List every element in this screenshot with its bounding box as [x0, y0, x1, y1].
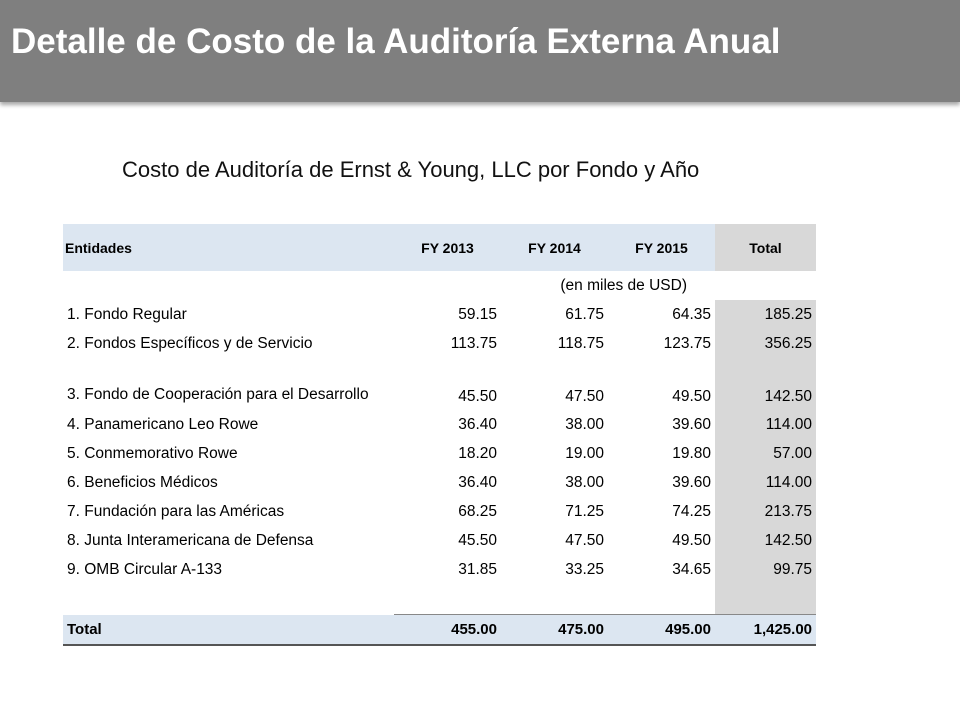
value-fy2014: 61.75	[565, 305, 604, 323]
value-fy2015: 123.75	[663, 334, 711, 352]
row-name: 1. Fondo Regular	[67, 305, 187, 323]
column-header-fy2013: FY 2013	[394, 224, 501, 271]
total-fy2015: 495.00	[608, 614, 715, 646]
table-row: 8. Junta Interamericana de Defensa 45.50 4…	[63, 526, 816, 555]
spacer-row	[63, 584, 816, 615]
value-fy2014: 47.50	[565, 388, 604, 405]
value-fy2013: 31.85	[458, 560, 497, 578]
value-total: 99.75	[715, 555, 816, 584]
value-total: 142.50	[715, 526, 816, 555]
value-fy2015: 64.35	[672, 305, 711, 323]
value-fy2014: 38.00	[565, 473, 604, 491]
row-name: 7. Fundación para las Américas	[67, 502, 285, 520]
value-fy2013: 59.15	[458, 305, 497, 323]
value-fy2013: 36.40	[458, 473, 497, 491]
row-name: 5. Conmemorativo Rowe	[67, 444, 238, 462]
table-row: 1. Fondo Regular 59.15 61.75 64.35 185.25	[63, 300, 816, 329]
row-name: 2. Fondos Específicos y de Servicio	[67, 334, 313, 352]
row-name: 6. Beneficios Médicos	[67, 473, 218, 491]
value-total: 114.00	[715, 468, 816, 497]
table-header-row: Entidades FY 2013 FY 2014 FY 2015 Total	[63, 224, 816, 271]
value-fy2015: 49.50	[672, 531, 711, 549]
row-name: 8. Junta Interamericana de Defensa	[67, 531, 314, 549]
value-total: 142.50	[715, 358, 816, 410]
total-fy2013: 455.00	[394, 614, 501, 646]
column-header-fy2014: FY 2014	[501, 224, 608, 271]
value-fy2013: 45.50	[458, 531, 497, 549]
row-name: 9. OMB Circular A-133	[67, 560, 223, 578]
value-fy2015: 19.80	[672, 444, 711, 462]
value-total: 213.75	[715, 497, 816, 526]
value-fy2014: 47.50	[565, 531, 604, 549]
value-fy2013: 36.40	[458, 415, 497, 433]
title-bar: Detalle de Costo de la Auditoría Externa…	[0, 0, 960, 102]
value-fy2014: 118.75	[557, 334, 604, 352]
value-fy2015: 49.50	[672, 388, 711, 405]
audit-cost-table: Entidades FY 2013 FY 2014 FY 2015 Total …	[63, 224, 816, 646]
total-label: Total	[63, 614, 394, 646]
value-total: 57.00	[715, 439, 816, 468]
table-row: 4. Panamericano Leo Rowe 36.40 38.00 39.60 1…	[63, 410, 816, 439]
value-fy2015: 39.60	[672, 473, 711, 491]
units-label: (en miles de USD)	[560, 276, 687, 294]
table-row: 7. Fundación para las Américas 68.25 71.25…	[63, 497, 816, 526]
units-row: (en miles de USD)	[63, 271, 816, 300]
total-fy2014: 475.00	[501, 614, 608, 646]
value-fy2015: 34.65	[672, 560, 711, 578]
value-total: 356.25	[715, 329, 816, 358]
table-row: 9. OMB Circular A-133 31.85 33.25 34.65 99.7…	[63, 555, 816, 584]
value-fy2014: 71.25	[565, 502, 604, 520]
table-row: 3. Fondo de Cooperación para el Desarrol…	[63, 358, 816, 410]
value-fy2014: 19.00	[565, 444, 604, 462]
value-fy2013: 45.50	[458, 388, 497, 405]
value-fy2015: 74.25	[672, 502, 711, 520]
column-header-fy2015: FY 2015	[608, 224, 715, 271]
value-total: 114.00	[715, 410, 816, 439]
table-row: 2. Fondos Específicos y de Servicio 113.7…	[63, 329, 816, 358]
column-header-total: Total	[715, 224, 816, 271]
total-row: Total 455.00 475.00 495.00 1,425.00	[63, 614, 816, 646]
value-fy2013: 18.20	[458, 444, 497, 462]
column-header-entidades: Entidades	[63, 224, 394, 271]
table-caption: Costo de Auditoría de Ernst & Young, LLC…	[122, 157, 700, 182]
row-name: 4. Panamericano Leo Rowe	[67, 415, 259, 433]
value-fy2014: 38.00	[565, 415, 604, 433]
page-title: Detalle de Costo de la Auditoría Externa…	[11, 22, 781, 61]
value-fy2014: 33.25	[565, 560, 604, 578]
table-row: 5. Conmemorativo Rowe 18.20 19.00 19.80 57.0…	[63, 439, 816, 468]
value-total: 185.25	[715, 300, 816, 329]
table-row: 6. Beneficios Médicos 36.40 38.00 39.60 114.…	[63, 468, 816, 497]
grand-total: 1,425.00	[715, 614, 816, 646]
value-fy2015: 39.60	[672, 415, 711, 433]
row-name: 3. Fondo de Cooperación para el Desarrol…	[67, 386, 369, 403]
value-fy2013: 113.75	[450, 334, 497, 352]
value-fy2013: 68.25	[458, 502, 497, 520]
